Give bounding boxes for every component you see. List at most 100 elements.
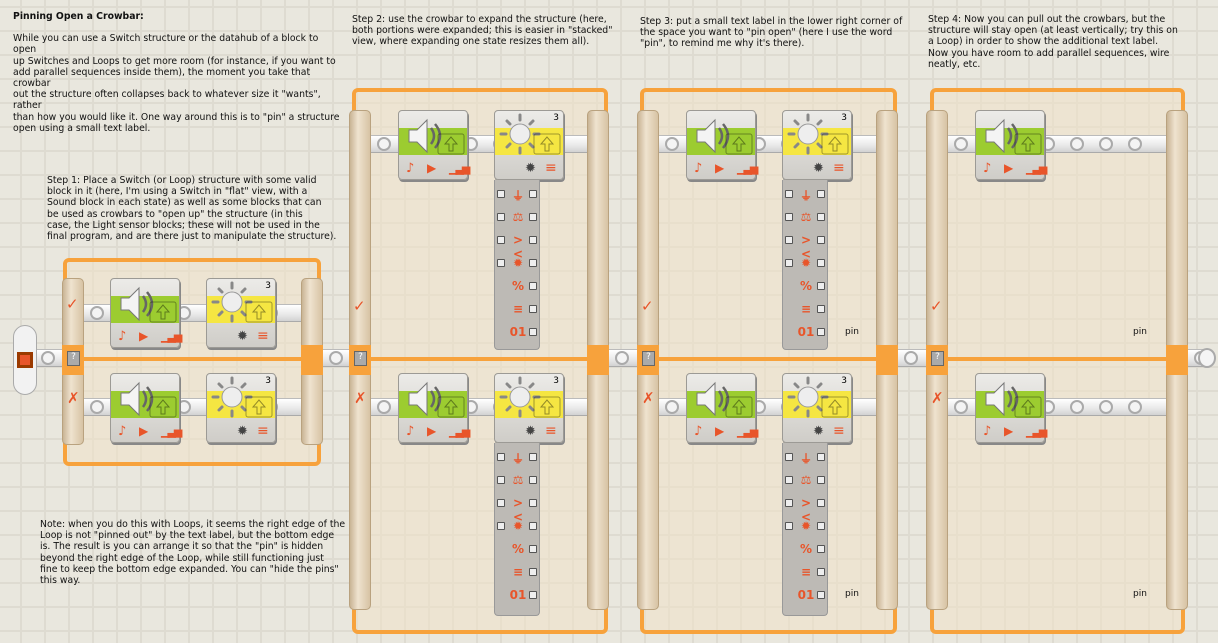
note-icon: ♪ bbox=[406, 161, 415, 176]
input-plug[interactable] bbox=[785, 236, 793, 244]
output-plug[interactable] bbox=[817, 499, 825, 507]
output-plug[interactable] bbox=[529, 568, 537, 576]
output-plug[interactable] bbox=[817, 305, 825, 313]
output-plug[interactable] bbox=[817, 328, 825, 336]
output-plug[interactable] bbox=[817, 213, 825, 221]
play-icon: ▶ bbox=[139, 329, 149, 343]
output-plug[interactable] bbox=[817, 545, 825, 553]
pin-text-label[interactable]: pin bbox=[1133, 327, 1147, 337]
datahub[interactable]: ⏚ ⚖ >< ✹% ≡ 01 bbox=[782, 180, 828, 350]
switch-right-handle[interactable] bbox=[301, 345, 323, 375]
output-plug[interactable] bbox=[529, 305, 537, 313]
output-plug[interactable] bbox=[817, 282, 825, 290]
light-sensor-block[interactable]: 3 ✹ ≡ bbox=[494, 373, 564, 443]
input-plug[interactable] bbox=[785, 476, 793, 484]
input-plug[interactable] bbox=[497, 522, 505, 530]
speaker-icon bbox=[408, 381, 442, 417]
percent-icon: % bbox=[799, 542, 813, 556]
sound-block[interactable]: ♪ ▶ ▁▃▅ bbox=[686, 110, 758, 180]
end-node bbox=[1198, 348, 1216, 368]
switch-divider-line bbox=[659, 357, 876, 361]
percent-icon: % bbox=[799, 279, 813, 293]
input-plug[interactable] bbox=[785, 453, 793, 461]
output-plug[interactable] bbox=[529, 522, 537, 530]
plug-icon: ⏚ bbox=[799, 189, 812, 203]
output-plug[interactable] bbox=[529, 591, 537, 599]
switch-condition-icon: ? bbox=[931, 351, 944, 366]
start-node[interactable] bbox=[13, 325, 37, 395]
switch-right-handle[interactable] bbox=[1166, 345, 1188, 375]
scale-icon: ⚖ bbox=[512, 473, 524, 487]
sound-block[interactable]: ♪ ▶ ▁▃▅ bbox=[398, 373, 470, 443]
light-sensor-block[interactable]: 3 ✹ ≡ bbox=[782, 373, 852, 443]
pin-text-label[interactable]: pin bbox=[845, 589, 859, 599]
upload-icon bbox=[149, 301, 177, 323]
trigger-bars-icon: ≡ bbox=[545, 423, 557, 439]
output-plug[interactable] bbox=[529, 499, 537, 507]
input-plug[interactable] bbox=[497, 236, 505, 244]
output-plug[interactable] bbox=[529, 453, 537, 461]
switch-right-handle[interactable] bbox=[587, 345, 609, 375]
light-icon: ✹ bbox=[512, 519, 524, 533]
switch-condition-icon: ? bbox=[642, 351, 655, 366]
sound-block[interactable]: ♪ ▶ ▁▃▅ bbox=[686, 373, 758, 443]
output-plug[interactable] bbox=[817, 476, 825, 484]
input-plug[interactable] bbox=[497, 190, 505, 198]
start-square-icon bbox=[17, 352, 33, 368]
input-plug[interactable] bbox=[785, 213, 793, 221]
beam-hole bbox=[1070, 137, 1084, 151]
output-plug[interactable] bbox=[817, 522, 825, 530]
output-plug[interactable] bbox=[817, 591, 825, 599]
sound-block[interactable]: ♪ ▶ ▁▃▅ bbox=[975, 110, 1047, 180]
beam-hole bbox=[665, 137, 679, 151]
sound-block[interactable]: ♪ ▶ ▁▃▅ bbox=[110, 373, 182, 443]
input-plug[interactable] bbox=[497, 476, 505, 484]
input-plug[interactable] bbox=[497, 213, 505, 221]
light-sensor-block[interactable]: 3 ✹ ≡ bbox=[206, 373, 276, 443]
output-plug[interactable] bbox=[529, 545, 537, 553]
play-icon: ▶ bbox=[427, 424, 437, 438]
light-sensor-block[interactable]: 3 ✹ ≡ bbox=[782, 110, 852, 180]
datahub[interactable]: ⏚ ⚖ >< ✹% ≡ 01 bbox=[782, 443, 828, 616]
beam-hole bbox=[954, 400, 968, 414]
input-plug[interactable] bbox=[497, 453, 505, 461]
pin-text-label[interactable]: pin bbox=[1133, 589, 1147, 599]
output-plug[interactable] bbox=[817, 568, 825, 576]
beam-hole bbox=[377, 137, 391, 151]
output-plug[interactable] bbox=[529, 476, 537, 484]
light-sensor-block[interactable]: 3 ✹ ≡ bbox=[494, 110, 564, 180]
output-plug[interactable] bbox=[817, 453, 825, 461]
input-plug[interactable] bbox=[785, 259, 793, 267]
beam-hole bbox=[904, 351, 918, 365]
pin-text-label[interactable]: pin bbox=[845, 327, 859, 337]
input-plug[interactable] bbox=[785, 499, 793, 507]
beam-hole bbox=[1128, 400, 1142, 414]
output-plug[interactable] bbox=[529, 213, 537, 221]
output-plug[interactable] bbox=[529, 190, 537, 198]
note-icon: ♪ bbox=[983, 161, 992, 176]
input-plug[interactable] bbox=[785, 190, 793, 198]
output-plug[interactable] bbox=[529, 259, 537, 267]
output-plug[interactable] bbox=[529, 328, 537, 336]
note-icon: ♪ bbox=[118, 424, 127, 439]
sound-block[interactable]: ♪ ▶ ▁▃▅ bbox=[975, 373, 1047, 443]
beam-hole bbox=[1099, 137, 1113, 151]
step1-text: Step 1: Place a Switch (or Loop) structu… bbox=[47, 175, 337, 243]
datahub[interactable]: ⏚ ⚖ >< ✹% ≡ 01 bbox=[494, 180, 540, 350]
input-plug[interactable] bbox=[497, 499, 505, 507]
switch-right-handle[interactable] bbox=[876, 345, 898, 375]
output-plug[interactable] bbox=[817, 259, 825, 267]
switch-condition-icon: ? bbox=[354, 351, 367, 366]
output-plug[interactable] bbox=[529, 236, 537, 244]
light-sensor-block[interactable]: 3 ✹ ≡ bbox=[206, 278, 276, 348]
input-plug[interactable] bbox=[497, 259, 505, 267]
datahub[interactable]: ⏚ ⚖ >< ✹% ≡ 01 bbox=[494, 443, 540, 616]
output-plug[interactable] bbox=[817, 190, 825, 198]
output-plug[interactable] bbox=[529, 282, 537, 290]
volume-icon: ▁▃▅ bbox=[737, 162, 758, 175]
output-plug[interactable] bbox=[817, 236, 825, 244]
sound-block[interactable]: ♪ ▶ ▁▃▅ bbox=[398, 110, 470, 180]
sound-block[interactable]: ♪ ▶ ▁▃▅ bbox=[110, 278, 182, 348]
input-plug[interactable] bbox=[785, 522, 793, 530]
step2-text: Step 2: use the crowbar to expand the st… bbox=[352, 14, 613, 48]
